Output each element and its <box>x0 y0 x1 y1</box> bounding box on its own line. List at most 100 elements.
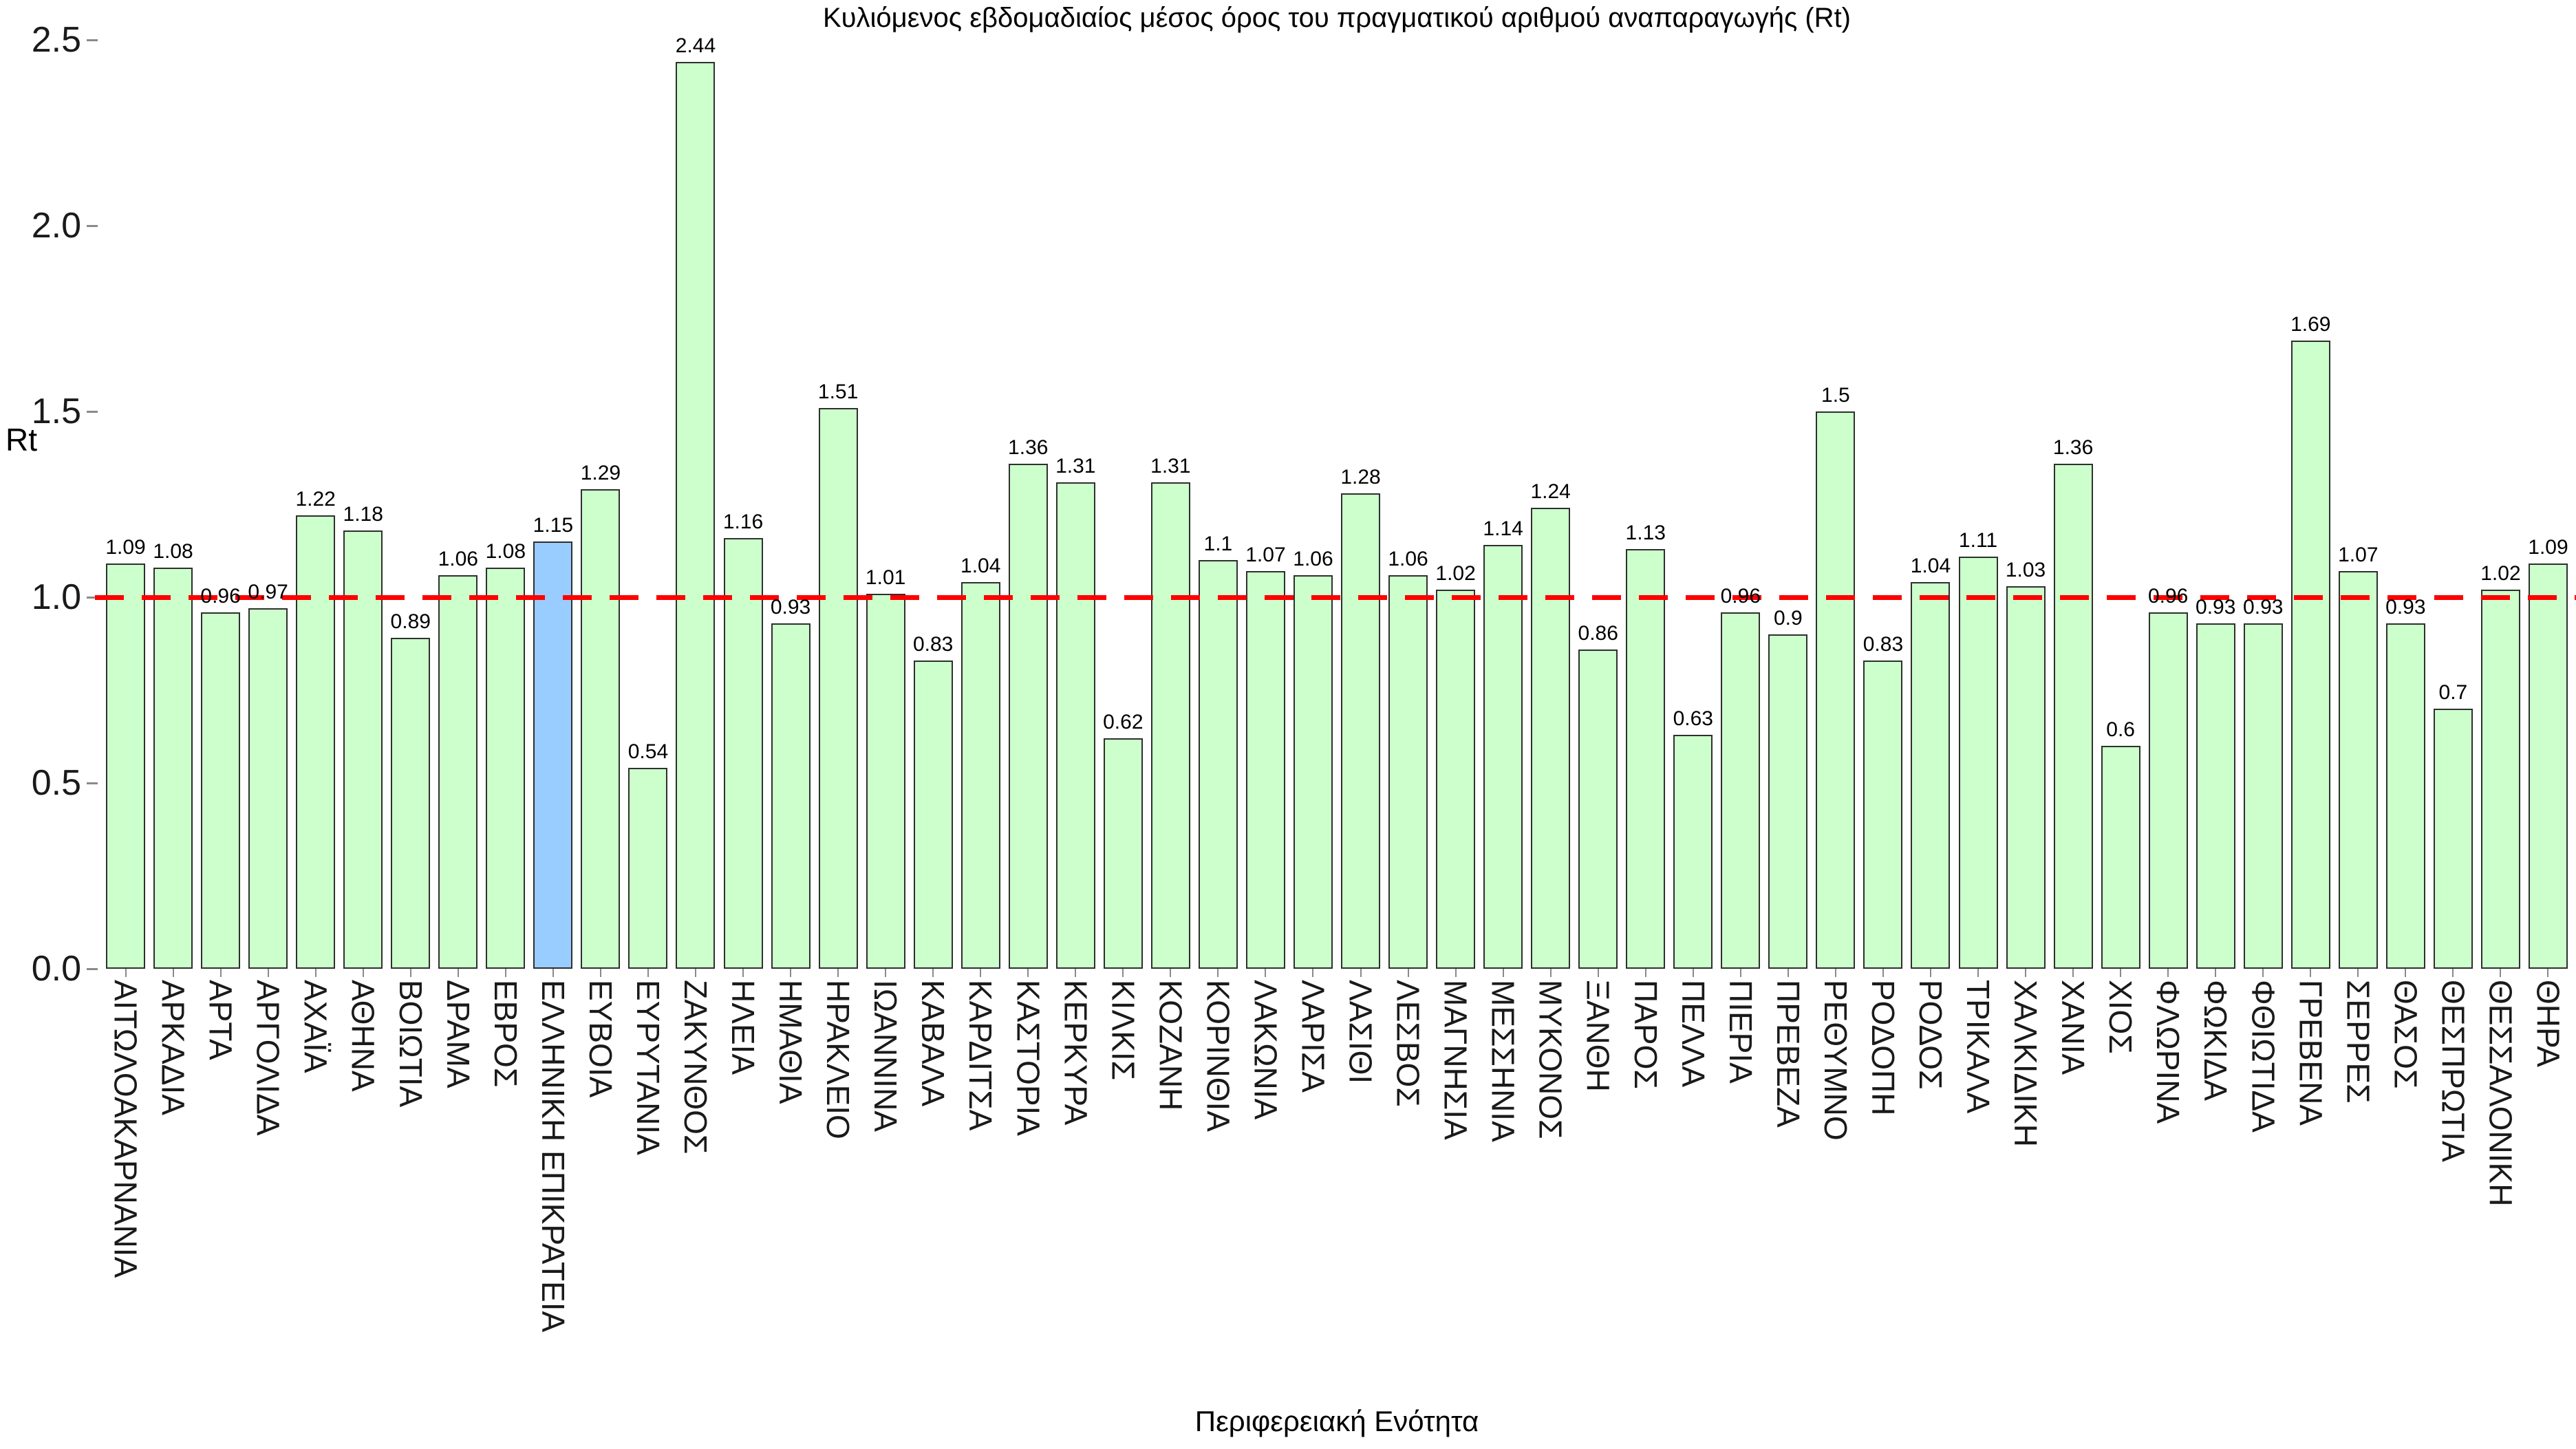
x-tick-label: ΘΑΣΟΣ <box>2387 980 2424 1089</box>
x-tick-mark <box>2262 969 2264 977</box>
x-tick-mark <box>362 969 364 977</box>
x-tick-mark <box>932 969 934 977</box>
x-tick-mark <box>2120 969 2122 977</box>
x-tick-mark <box>267 969 269 977</box>
x-tick-mark <box>1929 969 1931 977</box>
x-tick-mark <box>2310 969 2312 977</box>
x-tick-mark <box>2452 969 2454 977</box>
y-tick-mark <box>87 967 98 970</box>
y-tick-mark <box>87 410 98 413</box>
y-tick-label: 2.0 <box>31 206 81 246</box>
x-tick-label: ΕΛΛΗΝΙΚΗ ΕΠΙΚΡΑΤΕΙΑ <box>535 980 571 1333</box>
bar <box>438 575 478 969</box>
x-tick-label: ΛΕΣΒΟΣ <box>1390 980 1426 1107</box>
bar-value-label: 1.01 <box>865 566 906 589</box>
bar-value-label: 1.69 <box>2290 313 2331 336</box>
bar-value-label: 1.09 <box>2528 536 2568 559</box>
x-tick-mark <box>980 969 982 977</box>
bar <box>676 62 716 969</box>
x-tick-label: ΦΩΚΙΔΑ <box>2198 980 2234 1101</box>
x-tick-label: ΞΑΝΘΗ <box>1580 980 1616 1092</box>
x-tick-mark <box>1455 969 1457 977</box>
x-tick-mark <box>172 969 174 977</box>
x-tick-mark <box>1834 969 1836 977</box>
bar-value-label: 2.44 <box>675 34 716 58</box>
bar <box>248 608 288 969</box>
x-tick-mark <box>647 969 649 977</box>
bar-value-label: 1.07 <box>1245 544 1286 567</box>
bar <box>2148 612 2188 969</box>
bar <box>1245 571 1285 969</box>
bar <box>1293 575 1333 969</box>
x-axis-title: Περιφερειακή Ενότητα <box>1194 1405 1479 1437</box>
bar <box>1436 590 1476 969</box>
x-tick-label: ΚΕΡΚΥΡΑ <box>1058 980 1094 1126</box>
bar <box>296 515 336 969</box>
bar-value-label: 1.18 <box>343 502 383 526</box>
bar <box>201 612 241 969</box>
bar-value-label: 1.14 <box>1483 517 1523 541</box>
x-tick-label: ΗΛΕΙΑ <box>725 980 762 1075</box>
x-tick-mark <box>790 969 792 977</box>
x-tick-label: ΕΒΡΟΣ <box>487 980 524 1088</box>
bar-value-label: 0.7 <box>2438 681 2468 704</box>
reference-line <box>95 595 2576 600</box>
x-tick-label: ΧΑΛΚΙΔΙΚΗ <box>2008 980 2044 1147</box>
bar-value-label: 0.97 <box>248 581 288 604</box>
x-tick-mark <box>2025 969 2027 977</box>
x-tick-label: ΚΑΣΤΟΡΙΑ <box>1010 980 1046 1136</box>
bar <box>581 489 621 969</box>
y-axis-title: Rt <box>6 422 37 458</box>
x-tick-mark <box>1644 969 1646 977</box>
y-tick-label: 1.0 <box>31 577 81 617</box>
x-tick-mark <box>694 969 696 977</box>
bar-value-label: 0.93 <box>2385 595 2426 619</box>
y-tick-label: 1.5 <box>31 391 81 431</box>
bar <box>1103 738 1143 969</box>
bar-value-label: 1.36 <box>2052 436 2094 459</box>
bar <box>1958 556 1998 969</box>
x-tick-label: ΑΡΤΑ <box>202 980 239 1060</box>
x-tick-mark <box>1692 969 1694 977</box>
x-tick-label: ΑΡΓΟΛΙΔΑ <box>250 980 286 1136</box>
x-tick-label: ΓΡΕΒΕΝΑ <box>2293 980 2329 1126</box>
x-tick-label: ΤΡΙΚΑΛΑ <box>1960 980 1997 1114</box>
x-tick-label: ΘΕΣΠΡΩΤΙΑ <box>2435 980 2471 1162</box>
bar-value-label: 1.13 <box>1625 521 1666 544</box>
x-tick-mark <box>599 969 601 977</box>
x-tick-label: ΦΛΩΡΙΝΑ <box>2150 980 2187 1124</box>
bar <box>2196 623 2235 969</box>
x-tick-mark <box>219 969 222 977</box>
x-tick-label: ΦΘΙΩΤΙΔΑ <box>2245 980 2282 1133</box>
x-tick-mark <box>1787 969 1789 977</box>
bar-value-label: 1.22 <box>295 488 336 511</box>
x-tick-label: ΚΟΖΑΝΗ <box>1152 980 1189 1111</box>
bar <box>1578 649 1618 969</box>
x-tick-label: ΜΑΓΝΗΣΙΑ <box>1437 980 1474 1140</box>
bar-value-label: 0.62 <box>1103 711 1144 734</box>
x-tick-label: ΛΑΡΙΣΑ <box>1295 980 1331 1093</box>
x-tick-label: ΕΥΡΥΤΑΝΙΑ <box>630 980 666 1155</box>
x-tick-label: ΔΡΑΜΑ <box>440 980 476 1088</box>
bar <box>106 564 146 969</box>
x-tick-label: ΚΙΛΚΙΣ <box>1105 980 1141 1081</box>
x-tick-label: ΛΑΚΩΝΙΑ <box>1247 980 1284 1120</box>
bar <box>2480 590 2520 969</box>
bar-value-label: 0.93 <box>2243 595 2284 619</box>
bar-value-label: 0.93 <box>2196 595 2236 619</box>
x-tick-label: ΗΜΑΘΙΑ <box>773 980 809 1104</box>
x-tick-mark <box>1170 969 1172 977</box>
x-tick-label: ΑΧΑΪΑ <box>297 980 334 1073</box>
x-tick-mark <box>2500 969 2502 977</box>
bar-value-label: 0.93 <box>770 595 811 619</box>
y-tick-label: 0.5 <box>31 763 81 803</box>
bar <box>1911 582 1951 969</box>
x-tick-mark <box>314 969 316 977</box>
bar-value-label: 1.06 <box>1388 547 1428 570</box>
x-tick-label: ΧΑΝΙΑ <box>2055 980 2092 1075</box>
bar-value-label: 1.15 <box>533 514 574 537</box>
bar-value-label: 1.1 <box>1203 533 1233 555</box>
bar-value-label: 0.86 <box>1578 621 1618 645</box>
bar-value-label: 0.89 <box>390 610 431 634</box>
x-tick-label: ΡΟΔΟΠΗ <box>1865 980 1901 1116</box>
